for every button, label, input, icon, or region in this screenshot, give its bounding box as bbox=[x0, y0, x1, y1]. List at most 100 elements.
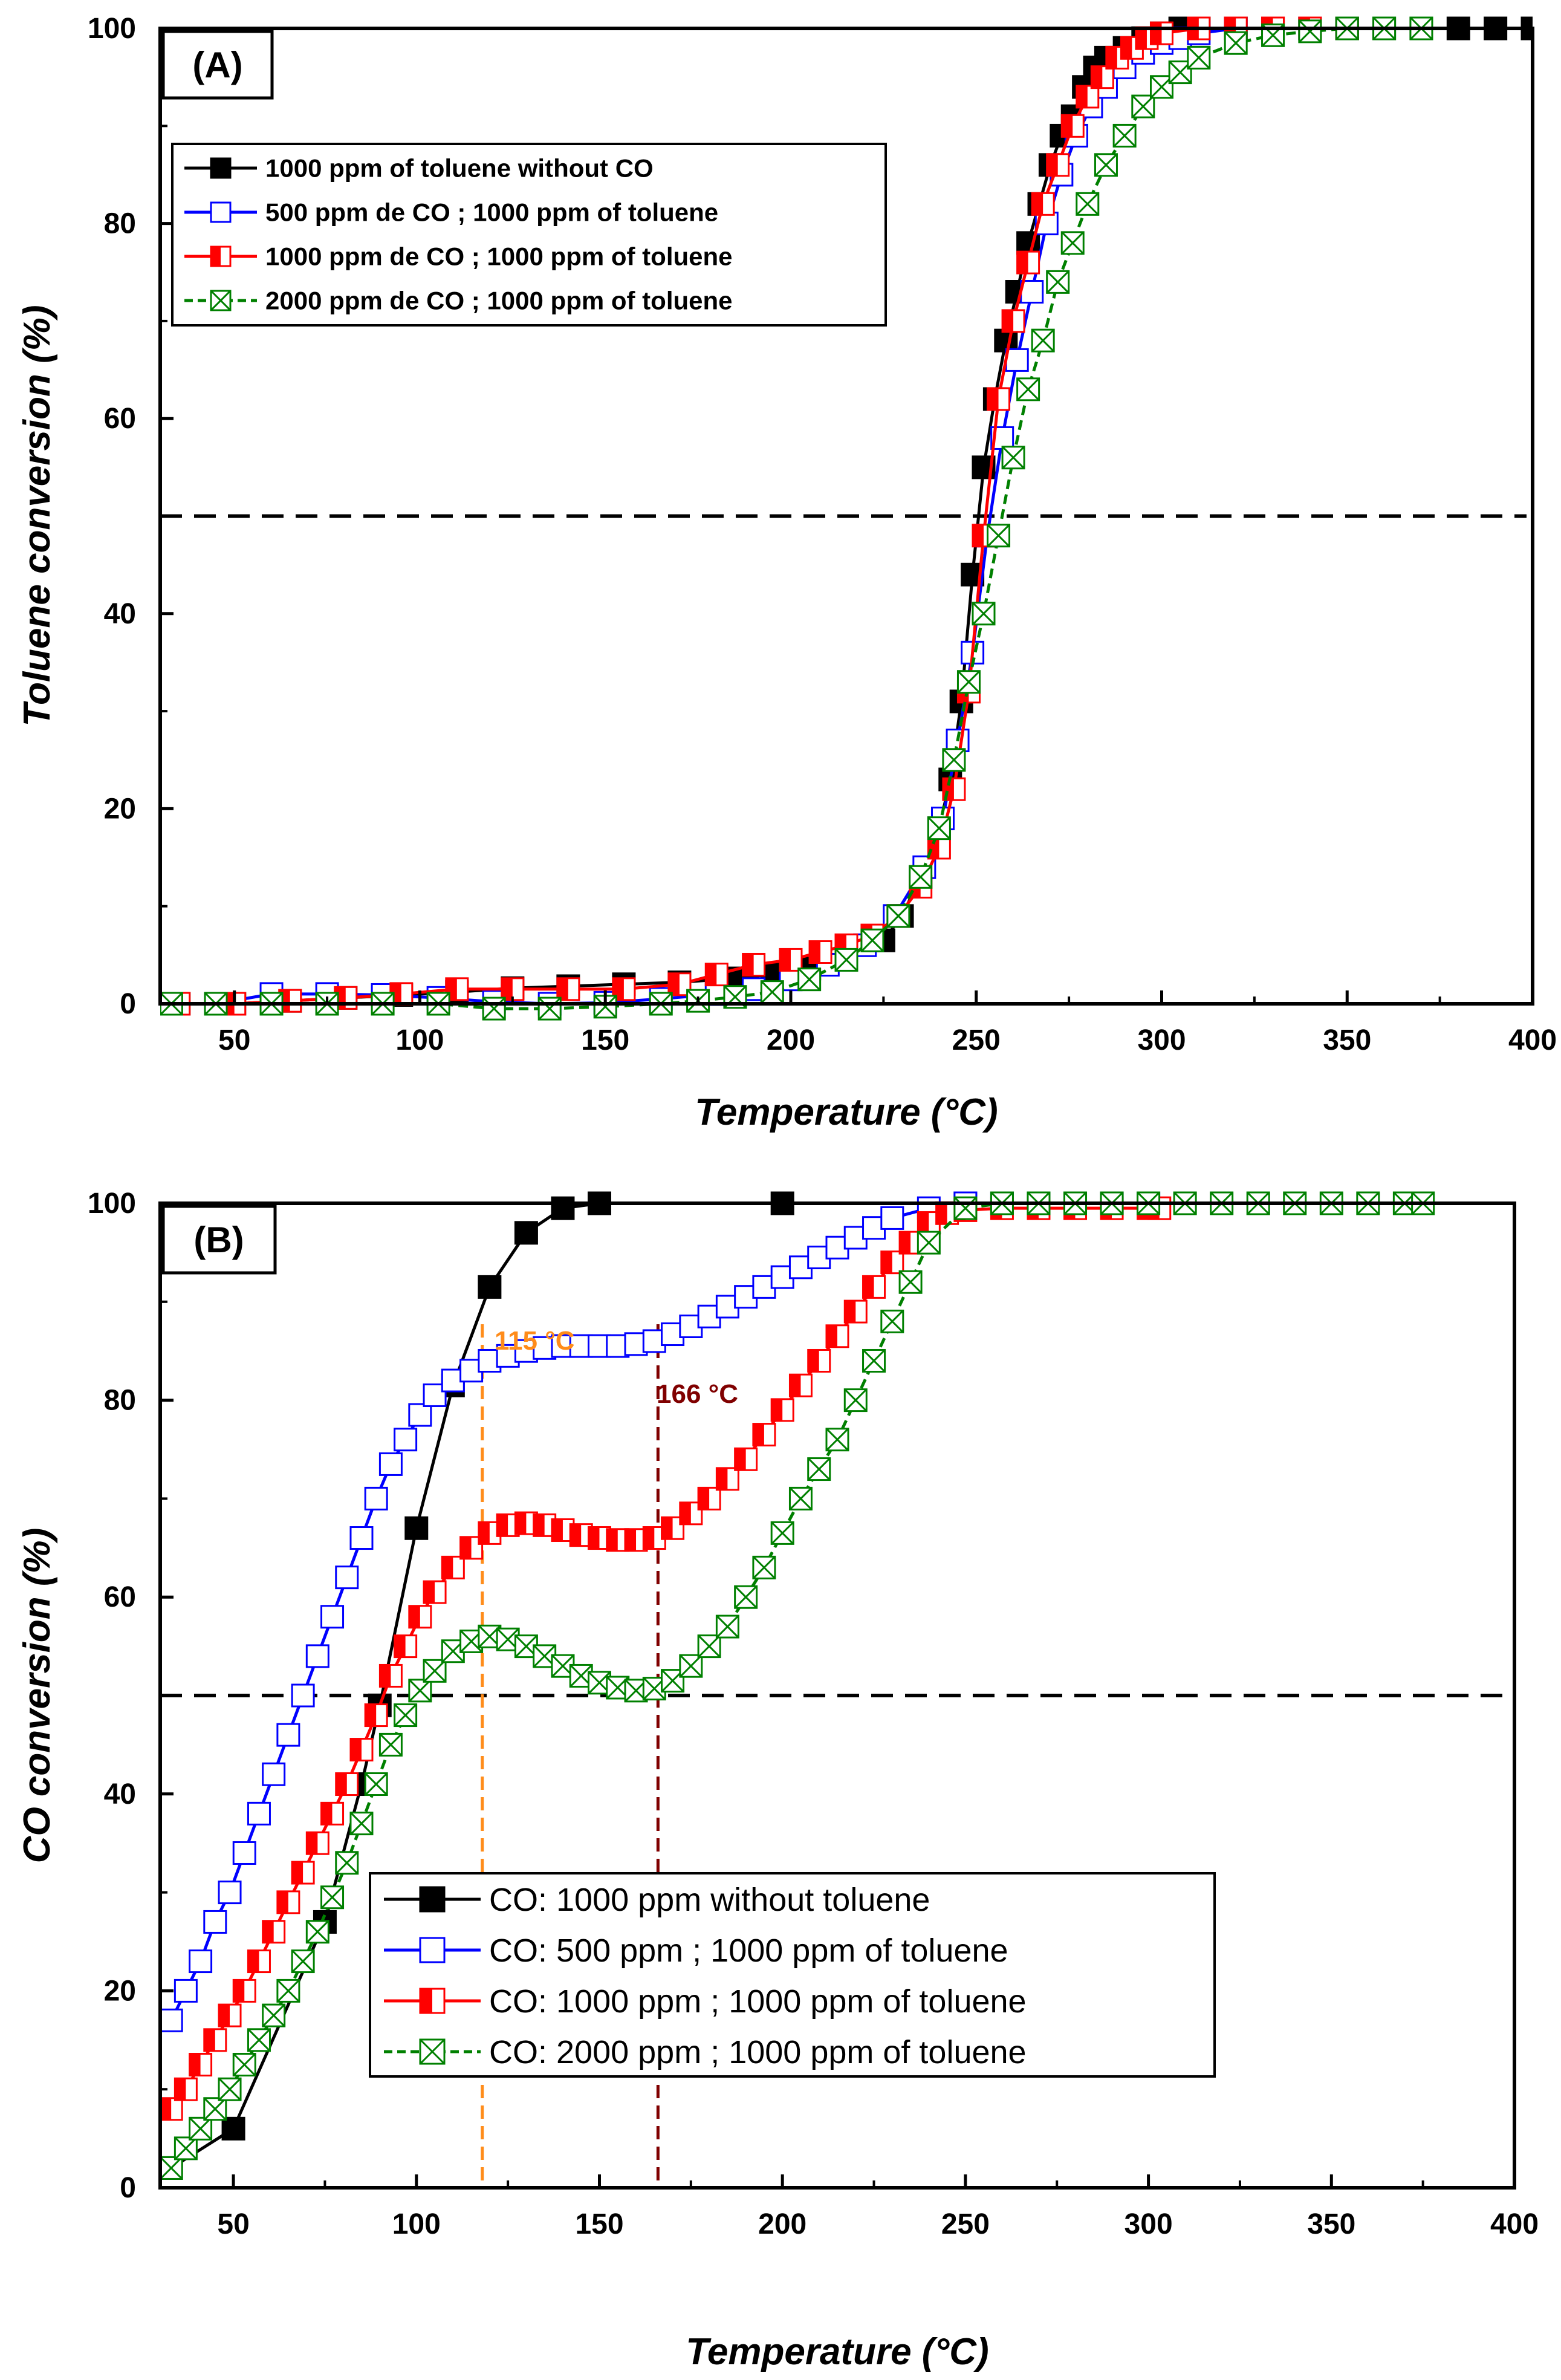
panel-b-series-1-point bbox=[262, 1762, 286, 1786]
panel-b-series-3-point bbox=[160, 2156, 183, 2180]
panel-b-legend-entry-3: CO: 2000 ppm ; 1000 ppm of toluene bbox=[384, 2034, 1027, 2070]
panel-a-y-tick-label: 20 bbox=[104, 793, 136, 825]
panel-b-legend-entry-2: CO: 1000 ppm ; 1000 ppm of toluene bbox=[384, 1983, 1027, 2020]
panel-b-series-2-point bbox=[349, 1738, 374, 1762]
panel-b-series-3-point bbox=[423, 1659, 447, 1683]
panel-a-series-2-point bbox=[987, 387, 1011, 411]
panel-b-legend-marker-0 bbox=[419, 1886, 446, 1913]
panel-b-series-2-point bbox=[459, 1536, 484, 1560]
panel-a-x-tick-label: 250 bbox=[952, 1024, 1001, 1056]
panel-b-series-3-point bbox=[661, 1669, 685, 1693]
panel-b-series-2-point bbox=[788, 1373, 813, 1397]
panel-b-series-3-point bbox=[862, 1348, 886, 1373]
panel-b-series-3-point bbox=[697, 1634, 721, 1659]
panel-a-legend-marker-1 bbox=[210, 201, 232, 223]
panel-a-x-tick-label: 400 bbox=[1508, 1024, 1557, 1056]
panel-a-series-3-point bbox=[1112, 123, 1137, 148]
panel-a-x-tick-label: 150 bbox=[581, 1024, 629, 1056]
panel-a-chart: (A) 1000 ppm of toluene without CO 500 pp… bbox=[16, 13, 1557, 1133]
panel-b-x-tick-label: 150 bbox=[575, 2208, 623, 2240]
panel-b-y-tick-label: 0 bbox=[120, 2172, 136, 2204]
panel-b-series-3-point bbox=[305, 1920, 329, 1944]
panel-a-series-2-point bbox=[667, 972, 692, 997]
panel-a-y-tick-label: 100 bbox=[88, 13, 136, 45]
panel-b-series-2-point bbox=[843, 1299, 868, 1324]
panel-b-series-2-point bbox=[232, 1978, 256, 2003]
panel-b-series-2-point bbox=[218, 2003, 242, 2027]
panel-b-series-1-point bbox=[305, 1644, 329, 1668]
panel-a-series-2-point bbox=[445, 977, 469, 1001]
panel-a-series-3-point bbox=[1060, 231, 1085, 255]
panel-b-y-axis-title: CO conversion (%) bbox=[16, 1528, 58, 1864]
panel-a-x-tick-label: 100 bbox=[395, 1024, 444, 1056]
panel-b-series-2-point bbox=[423, 1580, 447, 1604]
panel-b-series-1-point bbox=[394, 1428, 418, 1452]
panel-b-x-tick-label: 50 bbox=[217, 2208, 249, 2240]
panel-b-legend-label-0: CO: 1000 ppm without toluene bbox=[489, 1882, 930, 1918]
panel-b-axes: 50 100 150 200 250 300 350 400 0 20 40 60 80 100 bbox=[88, 1188, 1539, 2240]
panel-b-series-0-point bbox=[514, 1221, 538, 1245]
panel-b-series-0-point bbox=[221, 2116, 245, 2141]
panel-b-label: (B) bbox=[193, 1220, 244, 1260]
panel-b-x-tick-label: 100 bbox=[392, 2208, 441, 2240]
panel-a-label: (A) bbox=[192, 45, 242, 85]
panel-a-series-3-point bbox=[972, 602, 996, 626]
panel-b-series-2-point bbox=[825, 1324, 849, 1348]
panel-a-series-3-point bbox=[797, 967, 822, 992]
panel-b-series-1-point bbox=[203, 1910, 227, 1934]
panel-b-series-3-point bbox=[320, 1885, 345, 1910]
panel-a-series-3-point bbox=[537, 997, 562, 1021]
panel-b-legend: CO: 1000 ppm without toluene CO: 500 ppm … bbox=[369, 1872, 1216, 2078]
panel-b-legend-entry-1: CO: 500 ppm ; 1000 ppm of toluene bbox=[384, 1933, 1008, 1969]
panel-a-series-1-point bbox=[1020, 280, 1044, 304]
panel-b-series-2-point bbox=[734, 1447, 758, 1471]
panel-a-series-2-point bbox=[779, 948, 803, 972]
panel-b-series-3-point bbox=[953, 1196, 978, 1220]
panel-b-series-2-point bbox=[661, 1516, 685, 1540]
panel-a-legend-label-0: 1000 ppm of toluene without CO bbox=[265, 154, 654, 183]
panel-b-series-2-point bbox=[697, 1486, 721, 1510]
panel-a-series-3-point bbox=[482, 997, 506, 1021]
panel-a-series-2-point bbox=[1090, 65, 1114, 89]
panel-b-y-tick-label: 80 bbox=[104, 1385, 136, 1417]
panel-b-series-2-point bbox=[262, 1920, 286, 1944]
panel-a-series-2-point bbox=[742, 952, 766, 977]
panel-b-series-2-point bbox=[305, 1831, 329, 1855]
panel-a-series-3-point bbox=[1076, 192, 1100, 216]
panel-b-series-1-point bbox=[364, 1486, 388, 1510]
panel-b-series-2-point bbox=[394, 1634, 418, 1659]
panel-a-series-3-point bbox=[1001, 446, 1025, 470]
panel-b-y-tick-label: 60 bbox=[104, 1581, 136, 1613]
panel-b-x-axis-title: Temperature (°C) bbox=[686, 2331, 988, 2373]
panel-b-series-2-point bbox=[335, 1772, 359, 1796]
panel-a-series-2-point bbox=[704, 963, 729, 987]
panel-a-series-3-point bbox=[1046, 270, 1070, 294]
panel-b-series-2-point bbox=[642, 1526, 666, 1550]
panel-a-series-3-point bbox=[956, 670, 981, 694]
panel-a-series-3-point bbox=[987, 524, 1011, 548]
panel-b-series-1-point bbox=[291, 1683, 315, 1708]
panel-a-series-3-point bbox=[1298, 19, 1322, 44]
panel-b-series-3-point bbox=[364, 1772, 388, 1796]
panel-b-series-3-point bbox=[408, 1679, 432, 1703]
panel-b-series-1-point bbox=[276, 1723, 300, 1747]
vline-label-166: 166 °C bbox=[657, 1379, 738, 1409]
panel-b-series-3-point bbox=[752, 1555, 776, 1579]
panel-b-series-2-point bbox=[378, 1663, 403, 1688]
panel-b-series-2-point bbox=[752, 1423, 776, 1447]
panel-a-legend-entry-0: 1000 ppm of toluene without CO bbox=[184, 154, 654, 183]
panel-b-series-3-point bbox=[232, 2053, 256, 2076]
panel-b-series-3-point bbox=[679, 1654, 703, 1678]
panel-a-x-tick-label: 300 bbox=[1137, 1024, 1186, 1056]
panel-a-x-axis-title: Temperature (°C) bbox=[695, 1091, 998, 1133]
panel-b-series-3-point bbox=[276, 1978, 300, 2003]
panel-b-series-3-point bbox=[291, 1949, 315, 1974]
panel-b-series-3-point bbox=[203, 2097, 227, 2121]
panel-b-series-3-point bbox=[378, 1732, 403, 1757]
panel-b-series-1-point bbox=[320, 1605, 345, 1629]
panel-b-series-3-point bbox=[174, 2136, 198, 2161]
panel-b-series-2-point bbox=[441, 1555, 465, 1579]
panel-b-series-3-point bbox=[734, 1585, 758, 1609]
panel-b-legend-marker-3 bbox=[419, 2038, 446, 2065]
